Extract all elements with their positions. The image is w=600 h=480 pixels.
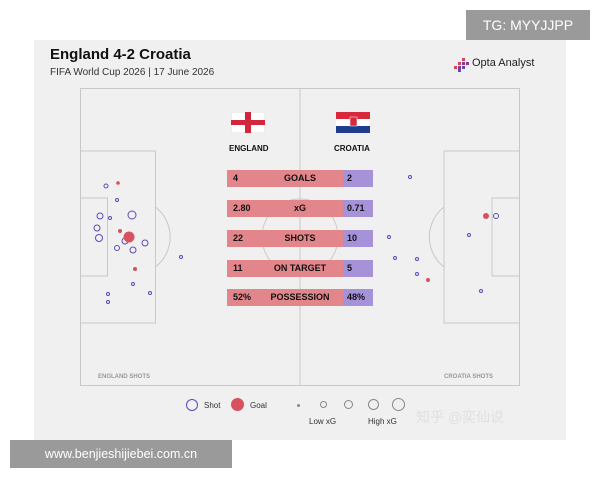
croatia-flag [336, 112, 370, 133]
xg-size-xs-icon [297, 404, 300, 407]
goal-legend-label: Goal [250, 401, 267, 410]
stat-xg: 2.80 0.71 xG [227, 200, 373, 217]
tg-tag: TG: MYYJJPP [466, 10, 590, 40]
croatia-shots-label: CROATIA SHOTS [444, 374, 493, 380]
left-penalty-box [80, 150, 156, 324]
shot-legend-icon [186, 399, 198, 411]
low-xg-label: Low xG [309, 417, 337, 426]
match-subtitle: FIFA World Cup 2026 | 17 June 2026 [50, 67, 215, 78]
stat-home-value: 52% [227, 289, 343, 306]
stat-label: xG [293, 203, 306, 213]
stat-on-target: 11 5 ON TARGET [227, 260, 373, 277]
england-shots-label: ENGLAND SHOTS [98, 374, 151, 380]
croatia-shots [387, 175, 499, 293]
zhihu-watermark: 知乎 @奕仙说 [416, 409, 505, 425]
right-penalty-box [443, 150, 520, 324]
stat-home-value: 11 [227, 260, 343, 277]
pitch [80, 88, 520, 386]
xg-size-l-icon [368, 399, 379, 410]
england-shots [93, 183, 183, 304]
right-six-yard-box [491, 197, 520, 277]
site-url-bar: www.benjieshijiebei.com.cn [10, 440, 232, 468]
stat-home-value: 4 [227, 170, 343, 187]
stat-label: GOALS [283, 173, 316, 183]
stat-away-value: 48% [343, 289, 373, 306]
left-penalty-arc [155, 206, 171, 268]
opta-icon [454, 58, 469, 72]
shot-legend-label: Shot [204, 401, 221, 410]
stat-possession: 52% 48% POSSESSION [227, 289, 373, 306]
brand-name: Opta Analyst [472, 57, 535, 69]
stat-away-value: 0.71 [343, 200, 373, 217]
england-goals [116, 181, 137, 271]
brand-logo: Opta Analyst [454, 57, 554, 73]
match-card: England 4-2 Croatia FIFA World Cup 2026 … [34, 40, 566, 440]
england-label: ENGLAND [229, 144, 269, 153]
stat-away-value: 2 [343, 170, 373, 187]
stat-home-value: 2.80 [227, 200, 343, 217]
stat-away-value: 10 [343, 230, 373, 247]
right-penalty-arc [428, 206, 445, 268]
xg-size-xl-icon [392, 398, 405, 411]
croatia-goals [426, 213, 489, 282]
left-six-yard-box [80, 197, 108, 277]
goal-legend-icon [231, 398, 244, 411]
match-title: England 4-2 Croatia [50, 46, 191, 63]
high-xg-label: High xG [368, 417, 397, 426]
xg-size-s-icon [320, 401, 327, 408]
xg-size-m-icon [344, 400, 353, 409]
croatia-label: CROATIA [334, 144, 370, 153]
stat-home-value: 22 [227, 230, 343, 247]
stat-away-value: 5 [343, 260, 373, 277]
england-flag [231, 112, 265, 133]
stat-shots: 22 10 SHOTS [227, 230, 373, 247]
stat-label: ON TARGET [273, 263, 327, 273]
stat-goals: 4 2 GOALS [227, 170, 373, 187]
stat-label: POSSESSION [270, 292, 330, 302]
stat-label: SHOTS [284, 233, 316, 243]
